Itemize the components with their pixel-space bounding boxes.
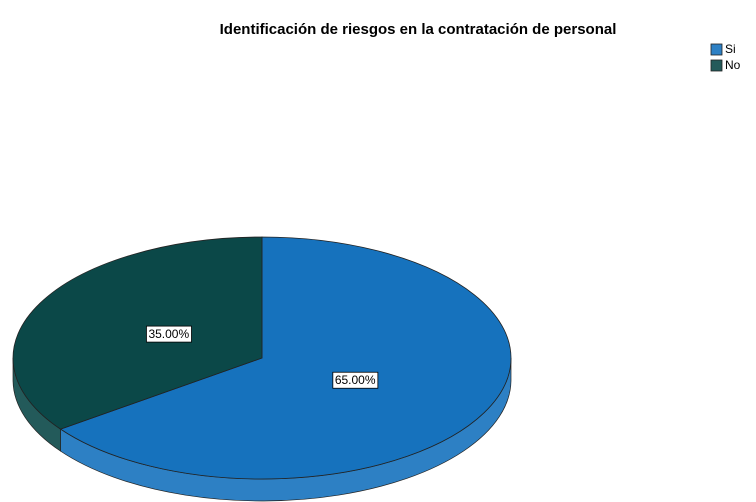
chart-title: Identificación de riesgos en la contrata…	[220, 21, 617, 38]
pie-slice	[59, 236, 512, 480]
data-label-text: 35.00%	[148, 327, 189, 341]
legend-label: Si	[725, 42, 736, 56]
data-label-box	[146, 325, 192, 343]
data-label: 65.00%	[332, 371, 379, 389]
legend-swatch	[710, 43, 723, 56]
data-label-box	[332, 371, 379, 389]
pie-slice	[12, 236, 263, 430]
data-label-text: 65.00%	[335, 373, 376, 387]
legend-label: No	[725, 58, 741, 72]
legend-swatch	[710, 59, 723, 72]
data-label: 35.00%	[146, 325, 192, 343]
